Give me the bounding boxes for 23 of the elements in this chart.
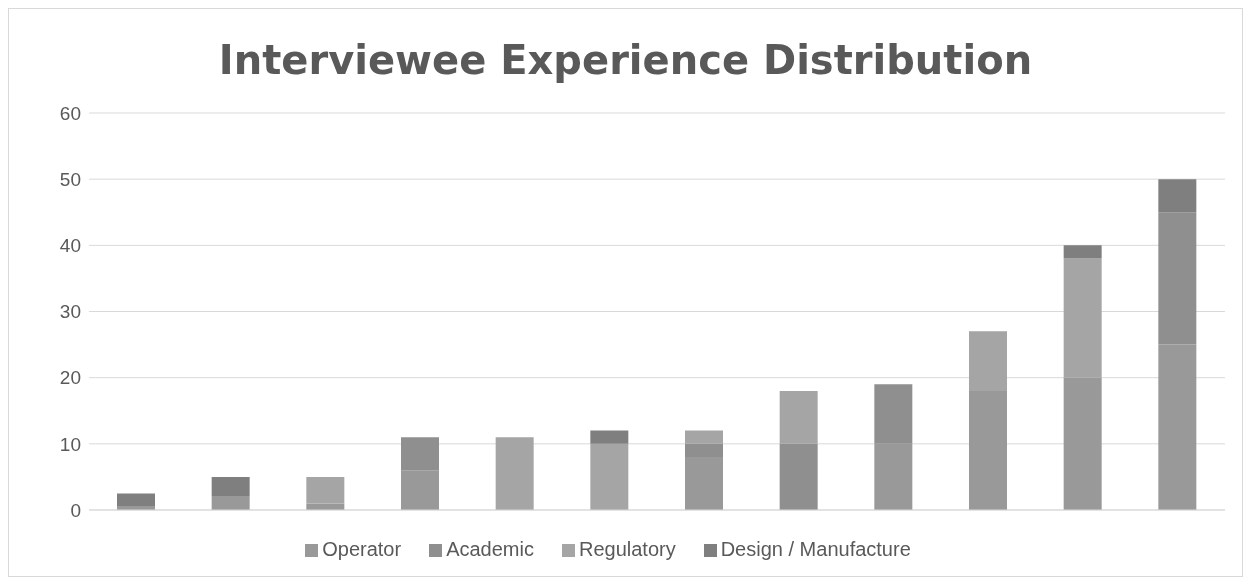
bar xyxy=(1158,179,1197,213)
bar xyxy=(779,443,818,510)
bar xyxy=(779,390,818,444)
y-tick-label: 20 xyxy=(59,367,81,389)
legend-label: Operator xyxy=(322,538,402,560)
y-tick-label: 10 xyxy=(59,433,81,455)
bar xyxy=(211,496,250,510)
y-tick-label: 60 xyxy=(59,102,81,124)
bar xyxy=(590,443,629,510)
bar xyxy=(685,430,723,444)
legend-label: Academic xyxy=(446,538,534,560)
bar xyxy=(495,437,534,510)
y-tick-label: 40 xyxy=(59,235,81,257)
y-tick-label: 30 xyxy=(59,301,81,323)
y-tick-label: 50 xyxy=(59,168,81,190)
legend-label: Design / Manufacture xyxy=(720,538,911,560)
bar xyxy=(1063,245,1102,259)
bar xyxy=(211,476,250,497)
chart-title: Interviewee Experience Distribution xyxy=(217,36,1034,85)
bar xyxy=(590,430,629,444)
bar xyxy=(117,493,155,507)
y-tick-label: 0 xyxy=(70,499,81,521)
legend-label: Regulatory xyxy=(578,538,676,560)
